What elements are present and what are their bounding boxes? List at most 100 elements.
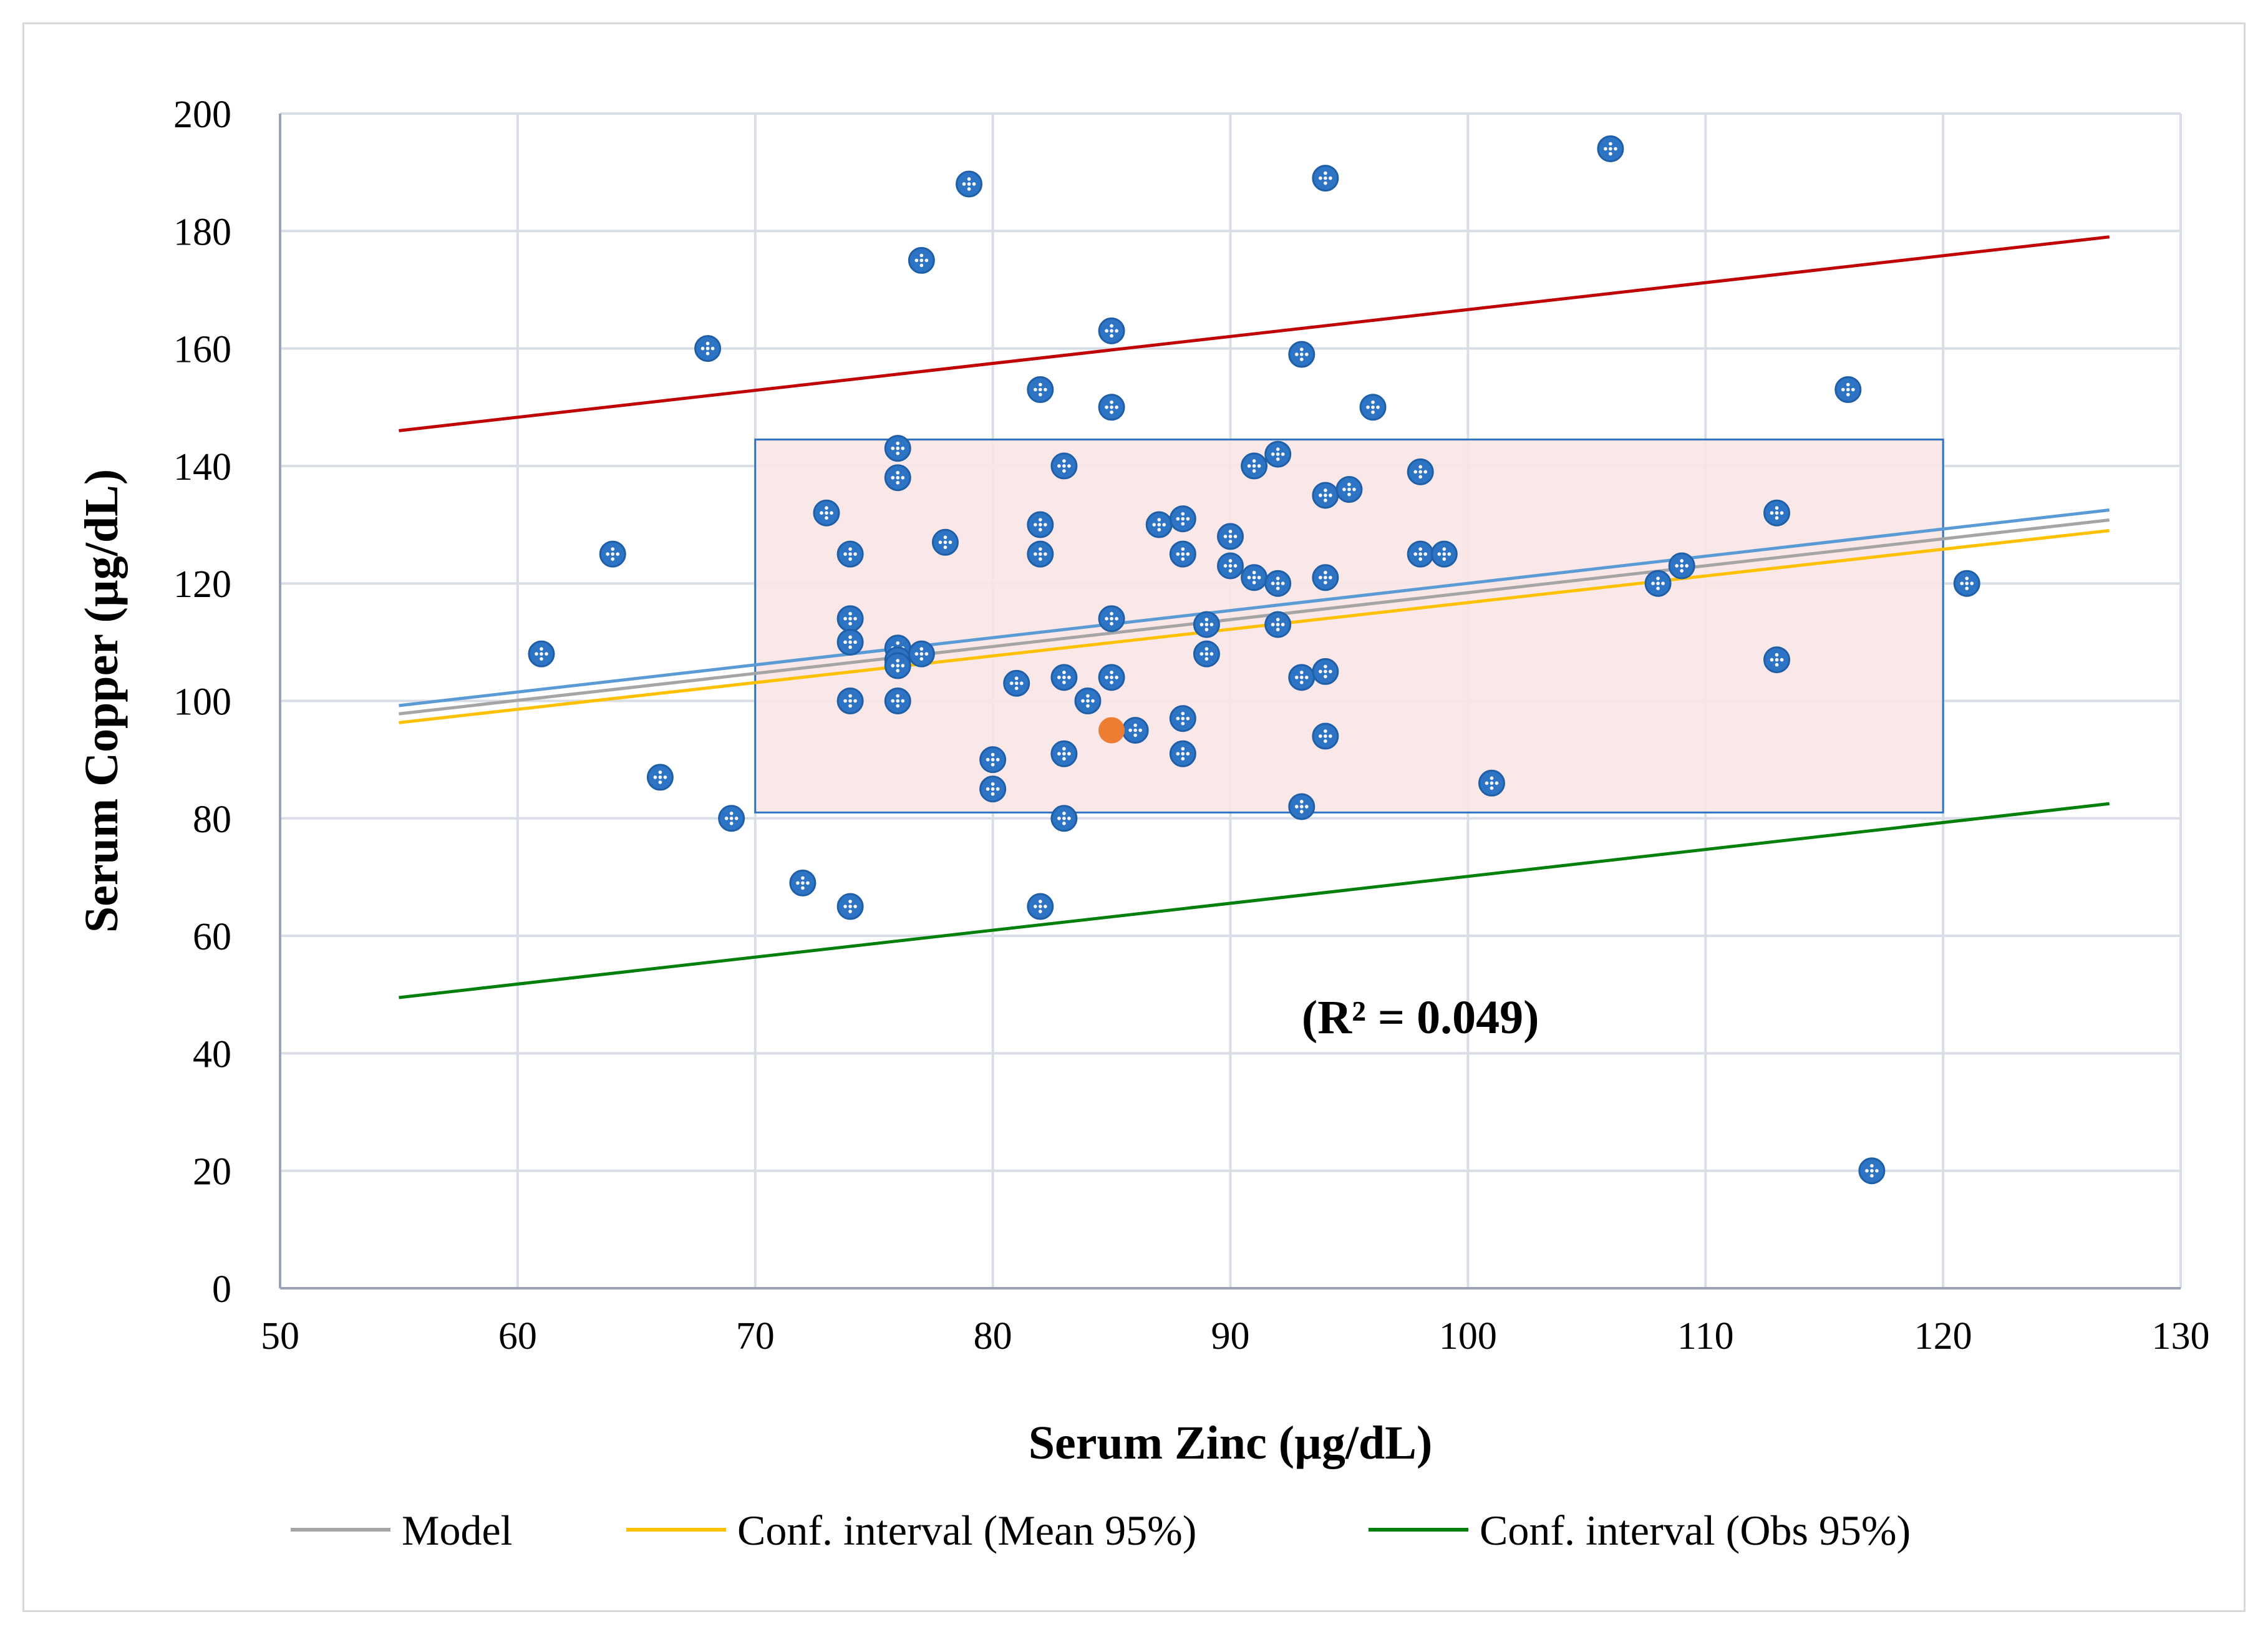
data-point — [1407, 540, 1434, 568]
data-point-pattern — [1039, 900, 1042, 903]
data-point-pattern — [1775, 511, 1779, 515]
data-point-pattern — [1299, 681, 1304, 684]
data-point-pattern — [986, 787, 990, 791]
data-point-pattern — [1965, 576, 1969, 580]
data-point-pattern — [1276, 447, 1280, 451]
data-point-pattern — [801, 886, 805, 890]
data-point-pattern — [1329, 176, 1332, 180]
y-tick-label: 60 — [193, 916, 231, 958]
data-point-pattern — [896, 669, 900, 673]
data-point-pattern — [1062, 469, 1066, 473]
data-point-pattern — [1342, 487, 1346, 492]
data-point — [1098, 605, 1125, 633]
data-point-pattern — [853, 552, 857, 556]
data-point-pattern — [1865, 1168, 1869, 1173]
x-tick-label: 90 — [1211, 1315, 1250, 1358]
data-point — [528, 640, 555, 668]
data-point — [1335, 476, 1363, 503]
data-point-pattern — [1347, 482, 1351, 487]
data-point-pattern — [710, 346, 715, 351]
obs-ci-upper-line — [399, 235, 2110, 432]
data-point-pattern — [848, 699, 852, 703]
data-point-pattern — [1110, 681, 1113, 684]
y-tick-label: 0 — [212, 1268, 231, 1311]
x-tick-label: 120 — [1914, 1315, 1972, 1358]
data-point-pattern — [843, 552, 847, 556]
mean-ci-lower-line — [399, 528, 2110, 724]
data-point-pattern — [1081, 699, 1085, 703]
data-point-pattern — [1252, 580, 1256, 585]
data-point-pattern — [1609, 142, 1612, 146]
data-point-pattern — [896, 446, 900, 450]
data-point-pattern — [1656, 576, 1660, 580]
data-point — [1217, 523, 1244, 550]
data-point-pattern — [1067, 752, 1071, 756]
data-point-pattern — [1775, 516, 1779, 520]
data-point — [1407, 458, 1434, 485]
data-point-pattern — [962, 182, 966, 186]
data-point-pattern — [734, 817, 739, 820]
data-point-pattern — [1228, 559, 1233, 563]
legend: Model Conf. interval (Mean 95%) Conf. inte… — [291, 1507, 1911, 1554]
data-point — [1050, 740, 1078, 767]
data-point-pattern — [1067, 676, 1071, 679]
data-point-pattern — [1329, 493, 1332, 497]
data-point-pattern — [1299, 347, 1304, 351]
data-point-pattern — [1181, 711, 1185, 716]
mean-ci-upper-line — [399, 508, 2110, 707]
data-point-pattern — [1157, 528, 1161, 532]
data-point-pattern — [1413, 552, 1417, 556]
data-point — [956, 170, 983, 198]
data-point-pattern — [1775, 663, 1779, 667]
data-point-pattern — [1614, 147, 1617, 151]
data-point-pattern — [991, 792, 995, 796]
data-point-pattern — [943, 540, 947, 545]
data-point-pattern — [540, 652, 543, 656]
data-point-pattern — [853, 905, 857, 908]
y-tick-label: 40 — [193, 1033, 231, 1076]
data-point-pattern — [1870, 1163, 1874, 1168]
data-point-pattern — [1057, 817, 1061, 820]
data-point-pattern — [1490, 781, 1494, 785]
data-point-pattern — [891, 475, 895, 480]
data-point-pattern — [1014, 676, 1019, 681]
data-point-pattern — [848, 910, 852, 913]
data-point-pattern — [991, 782, 995, 786]
data-point-pattern — [663, 775, 667, 779]
data-point-pattern — [1252, 464, 1256, 468]
data-point-pattern — [540, 657, 543, 661]
data-point — [884, 435, 911, 462]
data-point-pattern — [1324, 669, 1327, 674]
data-point-pattern — [1105, 329, 1108, 333]
data-point-pattern — [1186, 716, 1190, 721]
data-point-pattern — [825, 506, 828, 510]
data-point-pattern — [1044, 552, 1047, 556]
data-point-pattern — [1324, 580, 1327, 585]
y-tick-label: 20 — [193, 1151, 231, 1193]
data-point-pattern — [1281, 452, 1285, 456]
data-point — [1169, 740, 1196, 767]
data-point-pattern — [1204, 618, 1209, 621]
data-point-pattern — [1442, 557, 1447, 561]
x-tick-label: 80 — [974, 1315, 1012, 1358]
data-point-pattern — [943, 535, 947, 540]
data-point-pattern — [896, 480, 900, 485]
data-point-pattern — [1609, 147, 1612, 151]
data-point — [836, 540, 864, 568]
data-point-pattern — [1105, 405, 1108, 409]
data-point-pattern — [1062, 822, 1066, 825]
data-point-pattern — [1181, 557, 1185, 561]
data-point-pattern — [1960, 581, 1964, 585]
data-point-pattern — [1271, 452, 1275, 456]
r-squared-annotation: (R² = 0.049) — [1302, 991, 1539, 1044]
data-point-pattern — [1870, 1173, 1874, 1178]
data-point-pattern — [658, 775, 662, 779]
data-point-pattern — [1199, 652, 1204, 656]
data-point-pattern — [1176, 517, 1180, 521]
data-point-pattern — [1091, 699, 1095, 703]
data-point-pattern — [1418, 557, 1422, 561]
data-point-pattern — [1299, 352, 1304, 356]
y-tick-label: 80 — [193, 799, 231, 841]
data-point-pattern — [1186, 752, 1190, 756]
data-points — [528, 135, 1980, 1185]
